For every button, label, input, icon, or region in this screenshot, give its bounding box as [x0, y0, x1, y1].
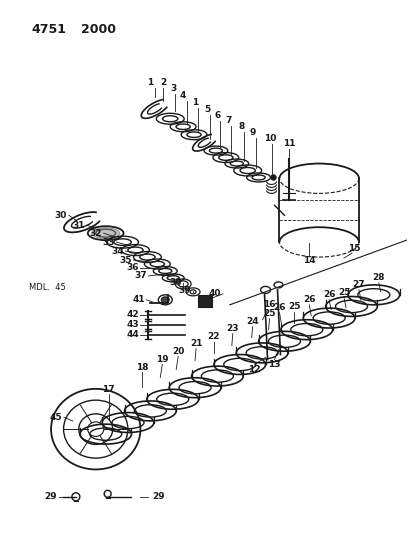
Text: 21: 21 — [190, 339, 202, 348]
Text: 26: 26 — [273, 303, 286, 312]
Text: 4751: 4751 — [31, 23, 66, 36]
Text: 44: 44 — [126, 330, 139, 339]
Text: 25: 25 — [288, 302, 301, 311]
Text: 2: 2 — [160, 78, 166, 87]
Text: 31: 31 — [73, 221, 85, 230]
Text: 35: 35 — [119, 255, 132, 264]
Text: 10: 10 — [264, 134, 277, 143]
Text: 27: 27 — [353, 280, 365, 289]
Text: 30: 30 — [55, 211, 67, 220]
Text: 11: 11 — [283, 139, 296, 148]
Text: 2000: 2000 — [81, 23, 116, 36]
Text: 17: 17 — [102, 385, 115, 394]
Text: 25: 25 — [263, 309, 276, 318]
Text: 7: 7 — [226, 116, 232, 125]
Text: 42: 42 — [126, 310, 139, 319]
Text: 14: 14 — [303, 255, 316, 264]
Text: 24: 24 — [246, 317, 259, 326]
Text: 12: 12 — [248, 365, 261, 374]
Bar — [198, 295, 212, 307]
Text: 16: 16 — [263, 300, 276, 309]
Text: MDL.  45: MDL. 45 — [29, 283, 66, 292]
Text: 26: 26 — [303, 295, 315, 304]
Text: 32: 32 — [89, 229, 102, 238]
Circle shape — [271, 175, 276, 180]
Text: 20: 20 — [172, 347, 184, 356]
Text: 39: 39 — [179, 286, 191, 295]
Text: 45: 45 — [50, 413, 62, 422]
Text: 28: 28 — [373, 273, 385, 282]
Text: 4: 4 — [180, 91, 186, 100]
Text: 18: 18 — [136, 363, 149, 372]
Text: 6: 6 — [215, 111, 221, 120]
Ellipse shape — [92, 228, 120, 239]
Text: 9: 9 — [249, 128, 256, 137]
Text: 23: 23 — [226, 324, 239, 333]
Text: 38: 38 — [169, 278, 182, 287]
Text: 3: 3 — [170, 84, 176, 93]
Text: 40: 40 — [208, 289, 221, 298]
Text: 5: 5 — [204, 106, 210, 114]
Text: 13: 13 — [268, 360, 281, 369]
Text: 36: 36 — [126, 263, 139, 272]
Ellipse shape — [161, 297, 169, 303]
Text: 8: 8 — [239, 122, 245, 131]
Text: 43: 43 — [126, 320, 139, 329]
Text: 19: 19 — [156, 355, 169, 364]
Text: 22: 22 — [208, 332, 220, 341]
Text: 26: 26 — [323, 290, 335, 300]
Text: 29: 29 — [45, 492, 58, 502]
Text: 29: 29 — [152, 492, 164, 502]
Text: 25: 25 — [338, 288, 350, 297]
Text: 1: 1 — [192, 99, 198, 107]
Text: 37: 37 — [134, 271, 147, 280]
Text: 1: 1 — [147, 78, 153, 87]
Text: 33: 33 — [102, 238, 115, 247]
Text: 41: 41 — [132, 295, 145, 304]
Text: 34: 34 — [111, 247, 124, 256]
Text: 15: 15 — [348, 244, 360, 253]
